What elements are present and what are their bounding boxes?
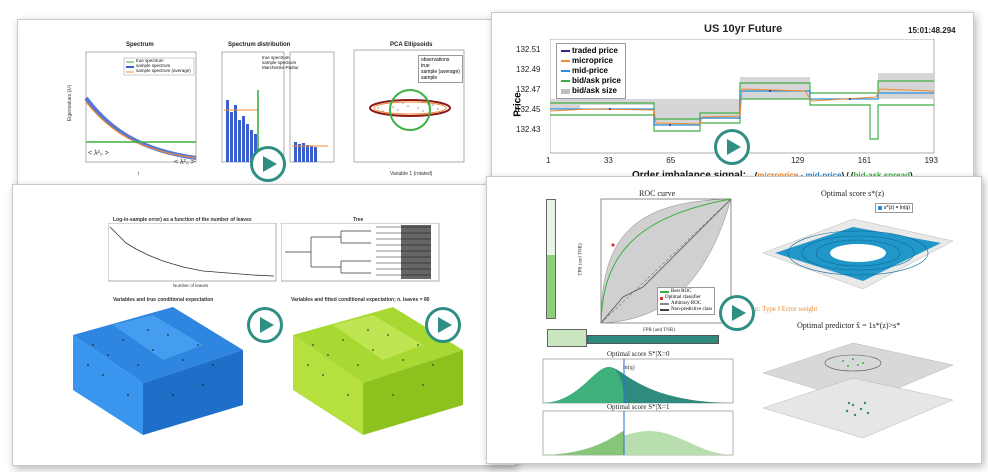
future-legend: traded price microprice mid-price bid/as… [556, 43, 626, 99]
dist-legend-true: true spectrum [262, 55, 290, 60]
play-icon [732, 305, 746, 321]
pca-legend-observations: observations [421, 57, 450, 63]
pca-legend-true: true [421, 63, 430, 69]
fitted-expectation-title: Variables and fitted conditional expecta… [291, 297, 430, 303]
fitted-expectation-surface [293, 307, 463, 435]
tree-card[interactable]: Log-in-sample error) as a function of th… [12, 184, 516, 466]
future-yticks: 132.51 132.49 132.47 132.45 132.43 [516, 45, 541, 134]
true-expectation-surface [73, 307, 243, 435]
weight-bar[interactable] [546, 199, 556, 319]
type1-error-weight-label: p: Type I Error weight [755, 305, 818, 313]
class-legend-box [547, 329, 587, 347]
score-x0-plot [542, 358, 734, 404]
score-x0-ln-label: ln(q) [623, 365, 635, 371]
spectrum-play-button[interactable] [250, 146, 286, 182]
spectrum-left-annotation: < λ²₀ > [88, 150, 109, 157]
spectrum-legend-true: true spectrum [136, 58, 164, 63]
optimal-score-legend: s*(z) = ln(q) [875, 203, 913, 213]
optimal-score-surface [762, 218, 954, 290]
spectrum-ylabel: Eigenvalues (λ²) [67, 84, 74, 122]
order-imbalance-signal: Order imbalance signal: (microprice - mi… [632, 170, 913, 181]
pca-legend-avg: sample (average) [421, 69, 460, 75]
spectrum-card[interactable]: Spectrum true spectrum sample spectrum s… [17, 19, 505, 189]
spectrum-right-annotation: < λ²₀ > [174, 159, 195, 166]
tree-play-button-1[interactable] [247, 307, 283, 343]
optimal-score-title: Optimal score s*(z) [821, 189, 885, 198]
threshold-bar[interactable] [587, 335, 719, 344]
error-plot [108, 223, 277, 282]
score-x0-title: Optimal score S*|X=0 [607, 350, 670, 358]
roc-ylabel: TPR (and TNR) [578, 243, 584, 276]
pca-legend-sample: sample [421, 75, 438, 81]
play-icon [438, 317, 452, 333]
error-plot-title: Log-in-sample error) as a function of th… [113, 217, 252, 223]
roc-play-button[interactable] [719, 295, 755, 331]
tree-play-button-2[interactable] [425, 307, 461, 343]
play-icon [727, 139, 741, 155]
optimal-predictor-surface [762, 342, 954, 439]
tree-plot [281, 223, 440, 282]
pca-title: PCA Ellipsoids [390, 42, 433, 48]
future-title: US 10yr Future [704, 23, 783, 35]
score-x1-title: Optimal score S*|X=1 [607, 403, 670, 411]
dist-legend-sample: sample spectrum [262, 60, 297, 65]
optimal-predictor-title: Optimal predictor x̂ = 1s*(z)>s* [797, 321, 901, 330]
play-icon [260, 317, 274, 333]
pca-xlabel: Variable 1 (rotated) [390, 171, 433, 177]
spectrum-legend-avg: sample spectrum (average) [136, 68, 191, 73]
spectrum-dist-plot [221, 51, 335, 163]
future-card[interactable]: US 10yr Future 15:01:48.294 Price 132.51… [491, 12, 974, 184]
future-play-button[interactable] [714, 129, 750, 165]
roc-title: ROC curve [639, 189, 676, 198]
true-expectation-title: Variables and true conditional expectati… [113, 297, 214, 303]
spectrum-dist-title: Spectrum distribution [228, 42, 291, 48]
score-x1-plot [542, 410, 734, 456]
tree-title: Tree [353, 217, 364, 223]
play-icon [263, 156, 277, 172]
roc-xlabel: FPR (and TNR) [643, 328, 675, 333]
dist-legend-mp: Marchenko-Pastur [262, 65, 299, 70]
roc-legend: Best ROC Optimal classifier Arbitrary RO… [657, 287, 716, 315]
roc-card[interactable]: ROC curve Best ROC Optimal classifier Ar… [486, 176, 982, 464]
error-plot-xlabel: Number of leaves [173, 283, 209, 288]
spectrum-title: Spectrum [126, 42, 154, 48]
future-time: 15:01:48.294 [908, 26, 956, 35]
spectrum-legend-sample: sample spectrum [136, 63, 171, 68]
spectrum-xlabel: i [138, 171, 140, 177]
spectrum-plot [84, 51, 197, 163]
